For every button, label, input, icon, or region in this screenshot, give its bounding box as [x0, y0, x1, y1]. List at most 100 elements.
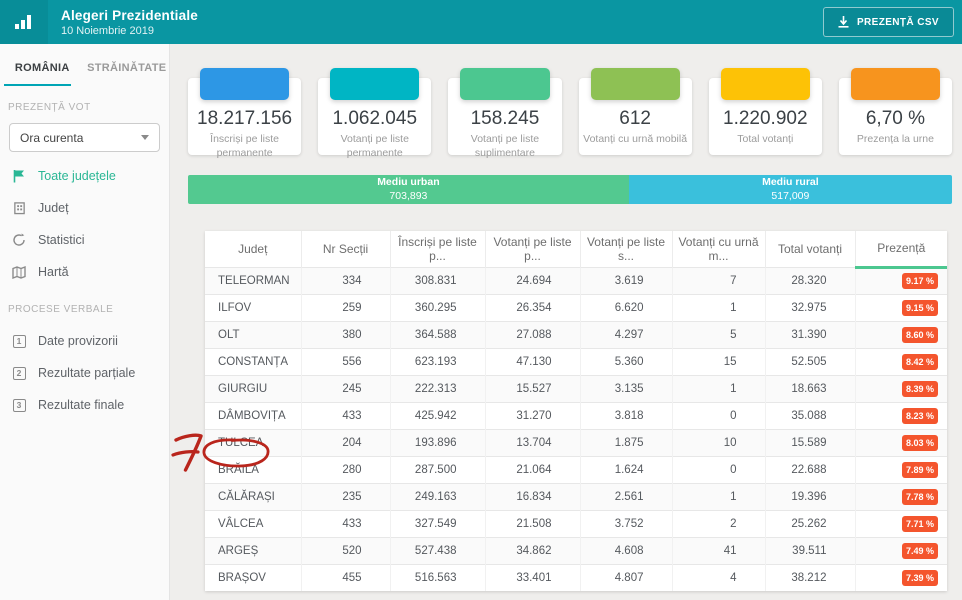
cell-judet: TULCEA — [205, 428, 302, 456]
sidebar-item-statistici[interactable]: Statistici — [0, 224, 169, 256]
doc-2-icon: 2 — [11, 365, 27, 381]
map-icon — [11, 264, 27, 280]
cell-sectii: 433 — [301, 401, 391, 429]
table-row-argeș[interactable]: ARGEȘ 520 527.438 34.862 4.608 41 39.511 7.49 % — [205, 536, 947, 564]
rural-segment: Mediu rural 517,009 — [628, 175, 952, 204]
stat-card-value: 612 — [619, 108, 651, 129]
table-row-tulcea[interactable]: TULCEA 204 193.896 13.704 1.875 10 15.589 8.03 … — [205, 428, 947, 456]
section-label-minutes: PROCESE VERBALE — [8, 304, 114, 315]
sidebar-item-hart-[interactable]: Hartă — [0, 256, 169, 288]
bar-chart-icon — [15, 15, 31, 29]
app-header: Alegeri Prezidentiale 10 Noiembrie 2019 … — [0, 0, 962, 44]
sidebar-item-toate-jude-ele[interactable]: Toate județele — [0, 160, 169, 192]
cell-urna-mobila: 1 — [672, 482, 766, 510]
cell-votanti-lp: 47.130 — [485, 347, 581, 375]
cell-prezenta: 8.42 % — [855, 347, 947, 375]
stat-card-label: Prezența la urne — [856, 133, 934, 145]
cell-sectii: 334 — [301, 266, 391, 294]
urban-value: 703,893 — [389, 189, 428, 202]
section-label-presence: PREZENȚĂ VOT — [8, 102, 91, 113]
cell-total: 32.975 — [765, 293, 856, 321]
table-row-olt[interactable]: OLT 380 364.588 27.088 4.297 5 31.390 8.60 % — [205, 320, 947, 348]
cell-inscrisi: 193.896 — [390, 428, 486, 456]
time-select[interactable]: Ora curenta — [9, 123, 160, 152]
table-row-teleorman[interactable]: TELEORMAN 334 308.831 24.694 3.619 7 28.320 9.1… — [205, 266, 947, 294]
column-header-votanți-cu-urnă-m[interactable]: Votanți cu urnă m... — [672, 231, 766, 267]
urban-rural-bar: Mediu urban 703,893 Mediu rural 517,009 — [188, 175, 952, 204]
cell-sectii: 380 — [301, 320, 391, 348]
column-header-total-votanți[interactable]: Total votanți — [765, 231, 856, 267]
tab-străinătate[interactable]: STRĂINĂTATE — [87, 62, 167, 74]
column-header-înscriși-pe-liste-p[interactable]: Înscriși pe liste p... — [390, 231, 486, 267]
doc-3-icon: 3 — [11, 397, 27, 413]
cell-total: 22.688 — [765, 455, 856, 483]
cell-urna-mobila: 1 — [672, 293, 766, 321]
column-header-votanți-pe-liste-s[interactable]: Votanți pe liste s... — [580, 231, 673, 267]
table-row-dâmbovița[interactable]: DÂMBOVIȚA 433 425.942 31.270 3.818 0 35.088 8.2… — [205, 401, 947, 429]
cell-sectii: 204 — [301, 428, 391, 456]
cell-sectii: 556 — [301, 347, 391, 375]
stat-card-label: Votanți pe liste permanente — [340, 133, 409, 159]
cell-prezenta: 8.60 % — [855, 320, 947, 348]
cell-urna-mobila: 1 — [672, 374, 766, 402]
cell-votanti-ls: 3.135 — [580, 374, 673, 402]
stat-card-color-chip — [200, 68, 290, 100]
building-icon — [11, 200, 27, 216]
cell-votanti-ls: 1.875 — [580, 428, 673, 456]
table-row-brăila[interactable]: BRĂILA 280 287.500 21.064 1.624 0 22.688 7.89 % — [205, 455, 947, 483]
cell-sectii: 280 — [301, 455, 391, 483]
cell-sectii: 235 — [301, 482, 391, 510]
cell-votanti-lp: 26.354 — [485, 293, 581, 321]
tab-românia[interactable]: ROMÂNIA — [0, 62, 85, 86]
cell-inscrisi: 287.500 — [390, 455, 486, 483]
sidebar-item-rezultate-finale[interactable]: 3 Rezultate finale — [0, 389, 169, 421]
stat-card: 612 Votanți cu urnă mobilă — [578, 68, 692, 155]
stat-card-color-chip — [720, 68, 810, 100]
cell-urna-mobila: 5 — [672, 320, 766, 348]
sidebar-item-jude-[interactable]: Județ — [0, 192, 169, 224]
cell-total: 15.589 — [765, 428, 856, 456]
sidebar-item-label: Rezultate parțiale — [38, 366, 136, 380]
prezenta-badge: 8.23 % — [901, 407, 938, 424]
sidebar-item-label: Statistici — [38, 233, 85, 247]
cell-votanti-lp: 31.270 — [485, 401, 581, 429]
prezenta-badge: 7.39 % — [901, 569, 938, 586]
table-row-călărași[interactable]: CĂLĂRAȘI 235 249.163 16.834 2.561 1 19.396 7.78… — [205, 482, 947, 510]
stat-card-value: 1.220.902 — [723, 108, 808, 129]
cell-votanti-lp: 16.834 — [485, 482, 581, 510]
cell-total: 31.390 — [765, 320, 856, 348]
stat-card: 158.245 Votanți pe liste suplimentare — [448, 68, 562, 159]
cell-votanti-lp: 24.694 — [485, 266, 581, 294]
sidebar-item-rezultate-par-iale[interactable]: 2 Rezultate parțiale — [0, 357, 169, 389]
table-row-giurgiu[interactable]: GIURGIU 245 222.313 15.527 3.135 1 18.663 8.39 … — [205, 374, 947, 402]
stat-card: 18.217.156 Înscriși pe liste permanente — [188, 68, 302, 159]
cell-judet: ARGEȘ — [205, 536, 302, 564]
page-subtitle: 10 Noiembrie 2019 — [61, 24, 154, 37]
cell-judet: TELEORMAN — [205, 266, 302, 294]
sidebar-item-date-provizorii[interactable]: 1 Date provizorii — [0, 325, 169, 357]
table-row-ilfov[interactable]: ILFOV 259 360.295 26.354 6.620 1 32.975 9.15 % — [205, 293, 947, 321]
cell-urna-mobila: 0 — [672, 455, 766, 483]
table-row-vâlcea[interactable]: VÂLCEA 433 327.549 21.508 3.752 2 25.262 7.71 % — [205, 509, 947, 537]
stat-card-value: 158.245 — [470, 108, 540, 129]
stat-card-color-chip — [850, 68, 941, 100]
counties-table: Județ Nr Secții Înscriși pe liste p... Vota… — [205, 231, 947, 591]
table-row-brașov[interactable]: BRAȘOV 455 516.563 33.401 4.807 4 38.212 7.39 % — [205, 563, 947, 591]
cell-inscrisi: 364.588 — [390, 320, 486, 348]
cell-votanti-ls: 1.624 — [580, 455, 673, 483]
cell-prezenta: 7.78 % — [855, 482, 947, 510]
cell-votanti-lp: 21.064 — [485, 455, 581, 483]
cell-sectii: 455 — [301, 563, 391, 591]
prezenta-badge: 9.15 % — [901, 299, 938, 316]
stat-card-value: 1.062.045 — [332, 108, 418, 129]
presence-csv-button[interactable]: PREZENȚĂ CSV — [822, 7, 954, 37]
cell-sectii: 520 — [301, 536, 391, 564]
cell-votanti-ls: 3.619 — [580, 266, 673, 294]
cell-votanti-ls: 2.561 — [580, 482, 673, 510]
cell-inscrisi: 360.295 — [390, 293, 486, 321]
column-header-nr-secții[interactable]: Nr Secții — [301, 231, 391, 267]
column-header-prezență[interactable]: Prezență — [855, 231, 947, 269]
column-header-județ[interactable]: Județ — [205, 231, 302, 267]
table-row-constanța[interactable]: CONSTANȚA 556 623.193 47.130 5.360 15 52.505 8.… — [205, 347, 947, 375]
column-header-votanți-pe-liste-p[interactable]: Votanți pe liste p... — [485, 231, 581, 267]
